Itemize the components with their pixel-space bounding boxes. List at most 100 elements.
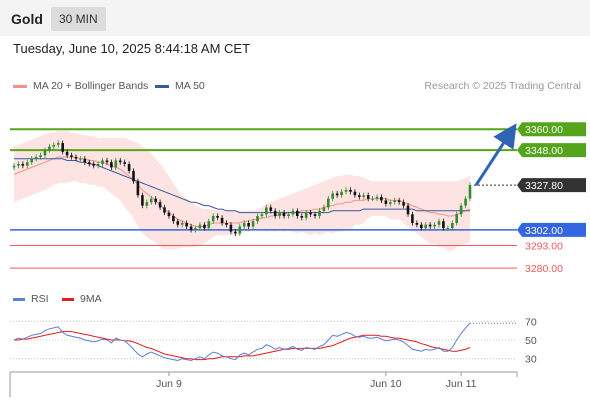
candle xyxy=(189,226,193,230)
rsi-tick-label: 30 xyxy=(525,354,537,366)
legend-rsi-ma-swatch xyxy=(62,297,74,301)
candle xyxy=(433,224,436,227)
candle xyxy=(52,144,56,147)
ma50-line xyxy=(14,158,470,214)
candle xyxy=(163,207,166,213)
rsi-line xyxy=(13,322,471,362)
rsi-tick-label: 50 xyxy=(525,335,537,347)
candle xyxy=(256,216,259,222)
candle xyxy=(327,198,330,208)
candle xyxy=(87,162,91,164)
level-label-box xyxy=(517,222,586,237)
level-label: 3302.00 xyxy=(525,225,563,237)
candle xyxy=(375,196,379,199)
candle xyxy=(132,170,135,182)
candle xyxy=(442,221,445,229)
level-label: 3293.00 xyxy=(525,241,563,253)
legend-ma50-swatch xyxy=(155,84,169,88)
candle xyxy=(278,212,281,217)
candle xyxy=(43,150,47,156)
candle xyxy=(366,195,370,199)
candle xyxy=(451,223,454,229)
x-tick-label: Jun 11 xyxy=(446,378,477,390)
projection-arrow xyxy=(474,123,517,186)
candle xyxy=(411,214,414,223)
instrument-title: Gold xyxy=(11,11,43,27)
candle xyxy=(149,198,153,203)
candle xyxy=(304,212,308,218)
candle xyxy=(282,212,286,217)
level-lines-layer xyxy=(10,128,517,269)
candle xyxy=(287,214,290,216)
candle xyxy=(428,224,432,227)
candle xyxy=(260,214,264,216)
candle xyxy=(65,151,69,156)
candle xyxy=(141,195,144,206)
candle xyxy=(371,198,374,200)
candles-layer xyxy=(12,140,472,236)
candle xyxy=(203,224,206,229)
legend-ma50: MA 50 xyxy=(155,80,205,92)
level-label-box xyxy=(517,178,586,193)
candle xyxy=(468,185,472,199)
candle xyxy=(57,143,60,145)
legend-ma20-label: MA 20 + Bollinger Bands xyxy=(33,80,149,92)
candle xyxy=(229,224,233,232)
level-labels-layer: 3360.00 3348.00 3327.80 3302.00 3293.00 3280.… xyxy=(517,122,586,275)
candle xyxy=(358,195,361,197)
candle xyxy=(415,223,419,225)
bollinger-band xyxy=(14,131,470,251)
candle xyxy=(464,198,467,206)
candle xyxy=(220,217,224,223)
rsi-tick-label: 70 xyxy=(525,316,537,328)
candle xyxy=(318,210,321,216)
candle xyxy=(455,214,458,223)
candle xyxy=(105,160,109,163)
candle xyxy=(446,228,450,230)
candle xyxy=(74,157,78,159)
candle xyxy=(384,200,388,204)
candle xyxy=(273,210,277,216)
candle xyxy=(389,202,392,204)
candle xyxy=(265,207,268,215)
legend-rsi-ma-label: 9MA xyxy=(80,293,102,305)
legend-ma50-label: MA 50 xyxy=(175,80,205,92)
candle xyxy=(269,207,273,211)
legend-ma20-swatch xyxy=(13,84,27,88)
candle xyxy=(118,160,122,163)
candle xyxy=(402,202,405,206)
candle xyxy=(145,202,149,206)
candle xyxy=(92,164,95,166)
candle xyxy=(83,158,87,163)
candle xyxy=(34,157,38,159)
candle xyxy=(114,160,118,168)
candle xyxy=(335,193,339,196)
rsi-panel: 70 50 30 xyxy=(10,316,537,366)
candle xyxy=(251,221,255,227)
candle xyxy=(96,164,100,166)
candle xyxy=(172,216,175,222)
candle xyxy=(180,223,184,225)
legend-rsi-swatch xyxy=(13,297,25,301)
candle xyxy=(127,164,131,171)
candle xyxy=(185,223,188,227)
x-axis: Jun 9 Jun 10 Jun 11 xyxy=(9,371,518,397)
bollinger-band-layer xyxy=(14,131,470,251)
candle xyxy=(207,221,211,229)
candle xyxy=(309,212,312,215)
level-label: 3360.00 xyxy=(525,124,563,136)
candle xyxy=(300,216,304,218)
timeframe-badge[interactable]: 30 MIN xyxy=(51,7,106,31)
candle xyxy=(313,214,317,216)
candle xyxy=(242,223,246,227)
candle xyxy=(110,162,113,168)
timestamp: Tuesday, June 10, 2025 8:44:18 AM CET xyxy=(13,41,251,56)
candle xyxy=(70,155,73,157)
candle xyxy=(48,146,51,151)
legend-rsi-ma: 9MA xyxy=(62,293,102,305)
candle xyxy=(194,228,197,230)
candle xyxy=(61,143,64,152)
candle xyxy=(296,210,299,216)
legend-rsi: RSI xyxy=(13,293,49,305)
